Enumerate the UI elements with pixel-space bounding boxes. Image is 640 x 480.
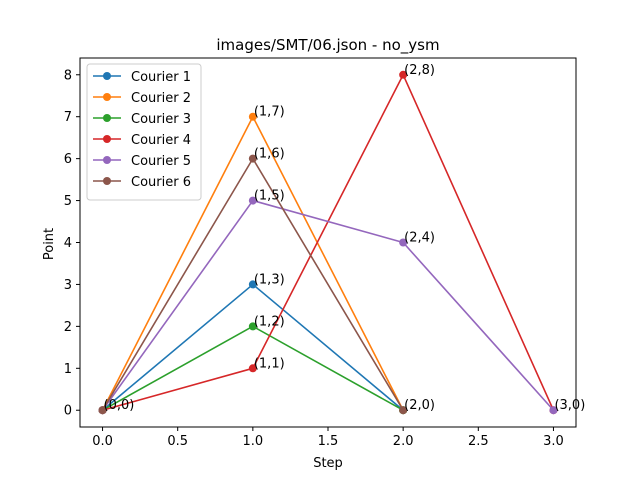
legend-label: Courier 3 <box>131 112 191 127</box>
legend-label: Courier 6 <box>131 175 191 190</box>
point-label: (2,4) <box>404 231 435 246</box>
x-tick-label: 3.0 <box>543 434 564 449</box>
legend-box <box>86 63 202 201</box>
data-point <box>549 406 558 415</box>
y-tick-label: 2 <box>64 320 72 335</box>
data-point <box>248 154 257 163</box>
plot-area: 0.0 0.5 1.0 1.5 2.0 2.5 3.0 0 1 2 3 4 5 6 7 8 (0,0) (1,7)… <box>64 57 585 449</box>
point-label: (0,0) <box>104 398 135 413</box>
legend-label: Courier 5 <box>131 154 191 169</box>
point-label: (1,2) <box>254 314 285 329</box>
data-point <box>248 112 257 121</box>
legend-label: Courier 1 <box>131 70 191 85</box>
legend-item: Courier 4 <box>93 133 191 148</box>
y-tick-label: 1 <box>64 362 72 377</box>
x-tick-label: 0.5 <box>167 434 188 449</box>
x-tick-label: 2.5 <box>468 434 489 449</box>
point-label: (1,3) <box>254 272 285 287</box>
series-5 <box>98 196 558 415</box>
y-tick-label: 7 <box>64 110 72 125</box>
data-point <box>399 238 408 247</box>
point-label: (3,0) <box>554 398 585 413</box>
data-point <box>248 280 257 289</box>
series-6 <box>98 154 408 415</box>
legend-marker <box>103 114 111 122</box>
legend-label: Courier 4 <box>131 133 191 148</box>
series-1 <box>98 280 408 415</box>
point-label: (2,0) <box>404 398 435 413</box>
legend-item: Courier 1 <box>93 70 191 85</box>
y-axis-label: Point <box>42 228 57 260</box>
x-tick-label: 0.0 <box>92 434 113 449</box>
legend: Courier 1 Courier 2 Courier 3 Courier 4 Cour… <box>86 63 202 201</box>
x-tick-label: 1.0 <box>243 434 264 449</box>
point-label: (2,8) <box>404 63 435 78</box>
y-tick-label: 4 <box>64 236 72 251</box>
point-label: (1,7) <box>254 105 285 120</box>
chart-title: images/SMT/06.json - no_ysm <box>216 36 439 55</box>
legend-marker <box>103 156 111 164</box>
x-tick-label: 2.0 <box>393 434 414 449</box>
x-tick-label: 1.5 <box>318 434 339 449</box>
point-label: (1,6) <box>254 147 285 162</box>
y-tick-label: 5 <box>64 194 72 209</box>
data-point <box>98 406 107 415</box>
data-point <box>248 322 257 331</box>
legend-marker <box>103 93 111 101</box>
data-point <box>399 406 408 415</box>
legend-marker <box>103 177 111 185</box>
x-axis-label: Step <box>313 456 343 471</box>
legend-marker <box>103 135 111 143</box>
legend-marker <box>103 72 111 80</box>
y-tick-label: 6 <box>64 152 72 167</box>
y-tick-label: 8 <box>64 68 72 83</box>
point-label: (1,5) <box>254 189 285 204</box>
point-label: (1,1) <box>254 356 285 371</box>
data-point <box>399 70 408 79</box>
data-point <box>248 364 257 373</box>
legend-item: Courier 5 <box>93 154 191 169</box>
series-line <box>101 199 555 411</box>
y-tick-label: 0 <box>64 404 72 419</box>
legend-item: Courier 2 <box>93 91 191 106</box>
legend-item: Courier 3 <box>93 112 191 127</box>
y-tick-label: 3 <box>64 278 72 293</box>
legend-item: Courier 6 <box>93 175 191 190</box>
legend-label: Courier 2 <box>131 91 191 106</box>
data-point <box>248 196 257 205</box>
